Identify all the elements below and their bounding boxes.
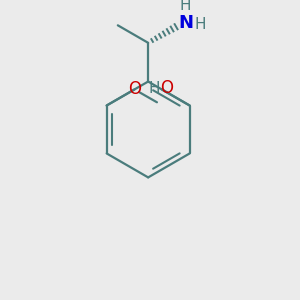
Text: O: O — [160, 80, 173, 98]
Text: O: O — [128, 80, 141, 98]
Text: H: H — [148, 81, 160, 96]
Text: H: H — [195, 17, 206, 32]
Text: H: H — [180, 0, 191, 13]
Text: N: N — [178, 14, 193, 32]
